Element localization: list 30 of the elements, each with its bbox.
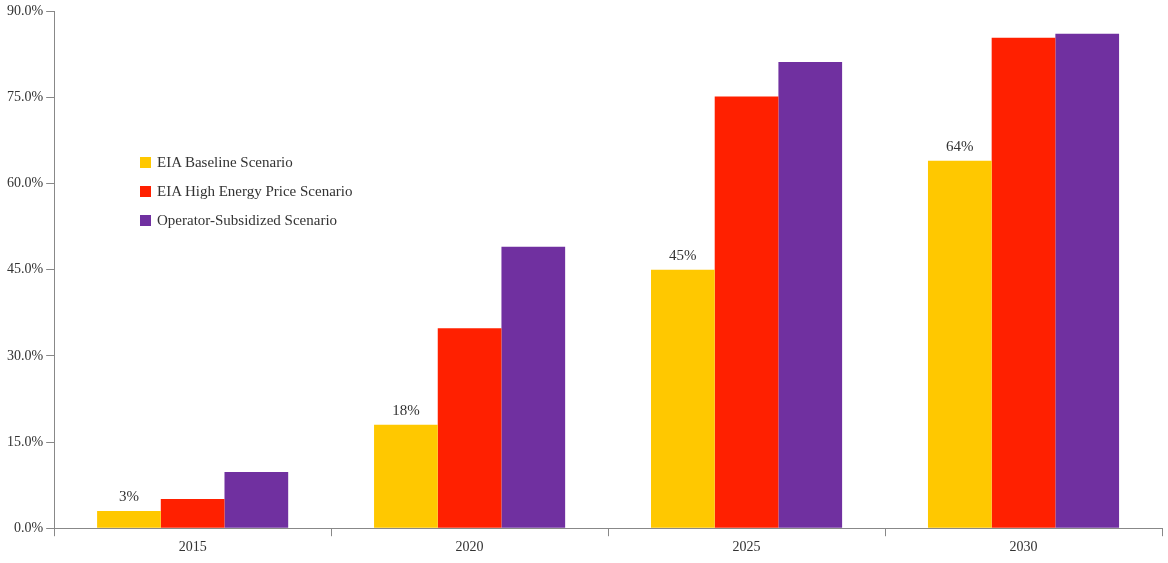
data-label: 64% — [946, 138, 974, 155]
y-tick-label: 45.0% — [6, 261, 44, 277]
legend-label: EIA Baseline Scenario — [157, 154, 293, 171]
bar — [160, 498, 225, 528]
bar — [927, 160, 992, 528]
data-label: 45% — [669, 247, 697, 264]
y-tick-label: 90.0% — [6, 3, 44, 19]
bar — [651, 269, 715, 528]
y-tick-label: 0.0% — [13, 519, 44, 535]
x-tick-label: 2020 — [455, 539, 484, 555]
bar — [437, 328, 502, 528]
bar — [97, 510, 161, 528]
bar — [374, 424, 438, 528]
y-tick-label: 15.0% — [6, 433, 44, 449]
bar — [1055, 33, 1120, 528]
x-tick-label: 2015 — [178, 539, 207, 555]
x-tick-label: 2025 — [732, 539, 761, 555]
bar — [778, 61, 843, 528]
bar — [501, 246, 566, 528]
data-label: 18% — [392, 402, 420, 419]
x-tick-label: 2030 — [1009, 539, 1038, 555]
y-tick-label: 30.0% — [6, 347, 44, 363]
bar — [991, 37, 1056, 528]
data-label: 3% — [118, 488, 139, 505]
y-tick-label: 60.0% — [6, 175, 44, 191]
bar — [224, 471, 289, 528]
y-tick-label: 75.0% — [6, 89, 44, 105]
bar — [714, 96, 779, 528]
legend-label: EIA High Energy Price Scenario — [157, 183, 353, 200]
legend-label: Operator-Subsidized Scenario — [157, 212, 338, 229]
